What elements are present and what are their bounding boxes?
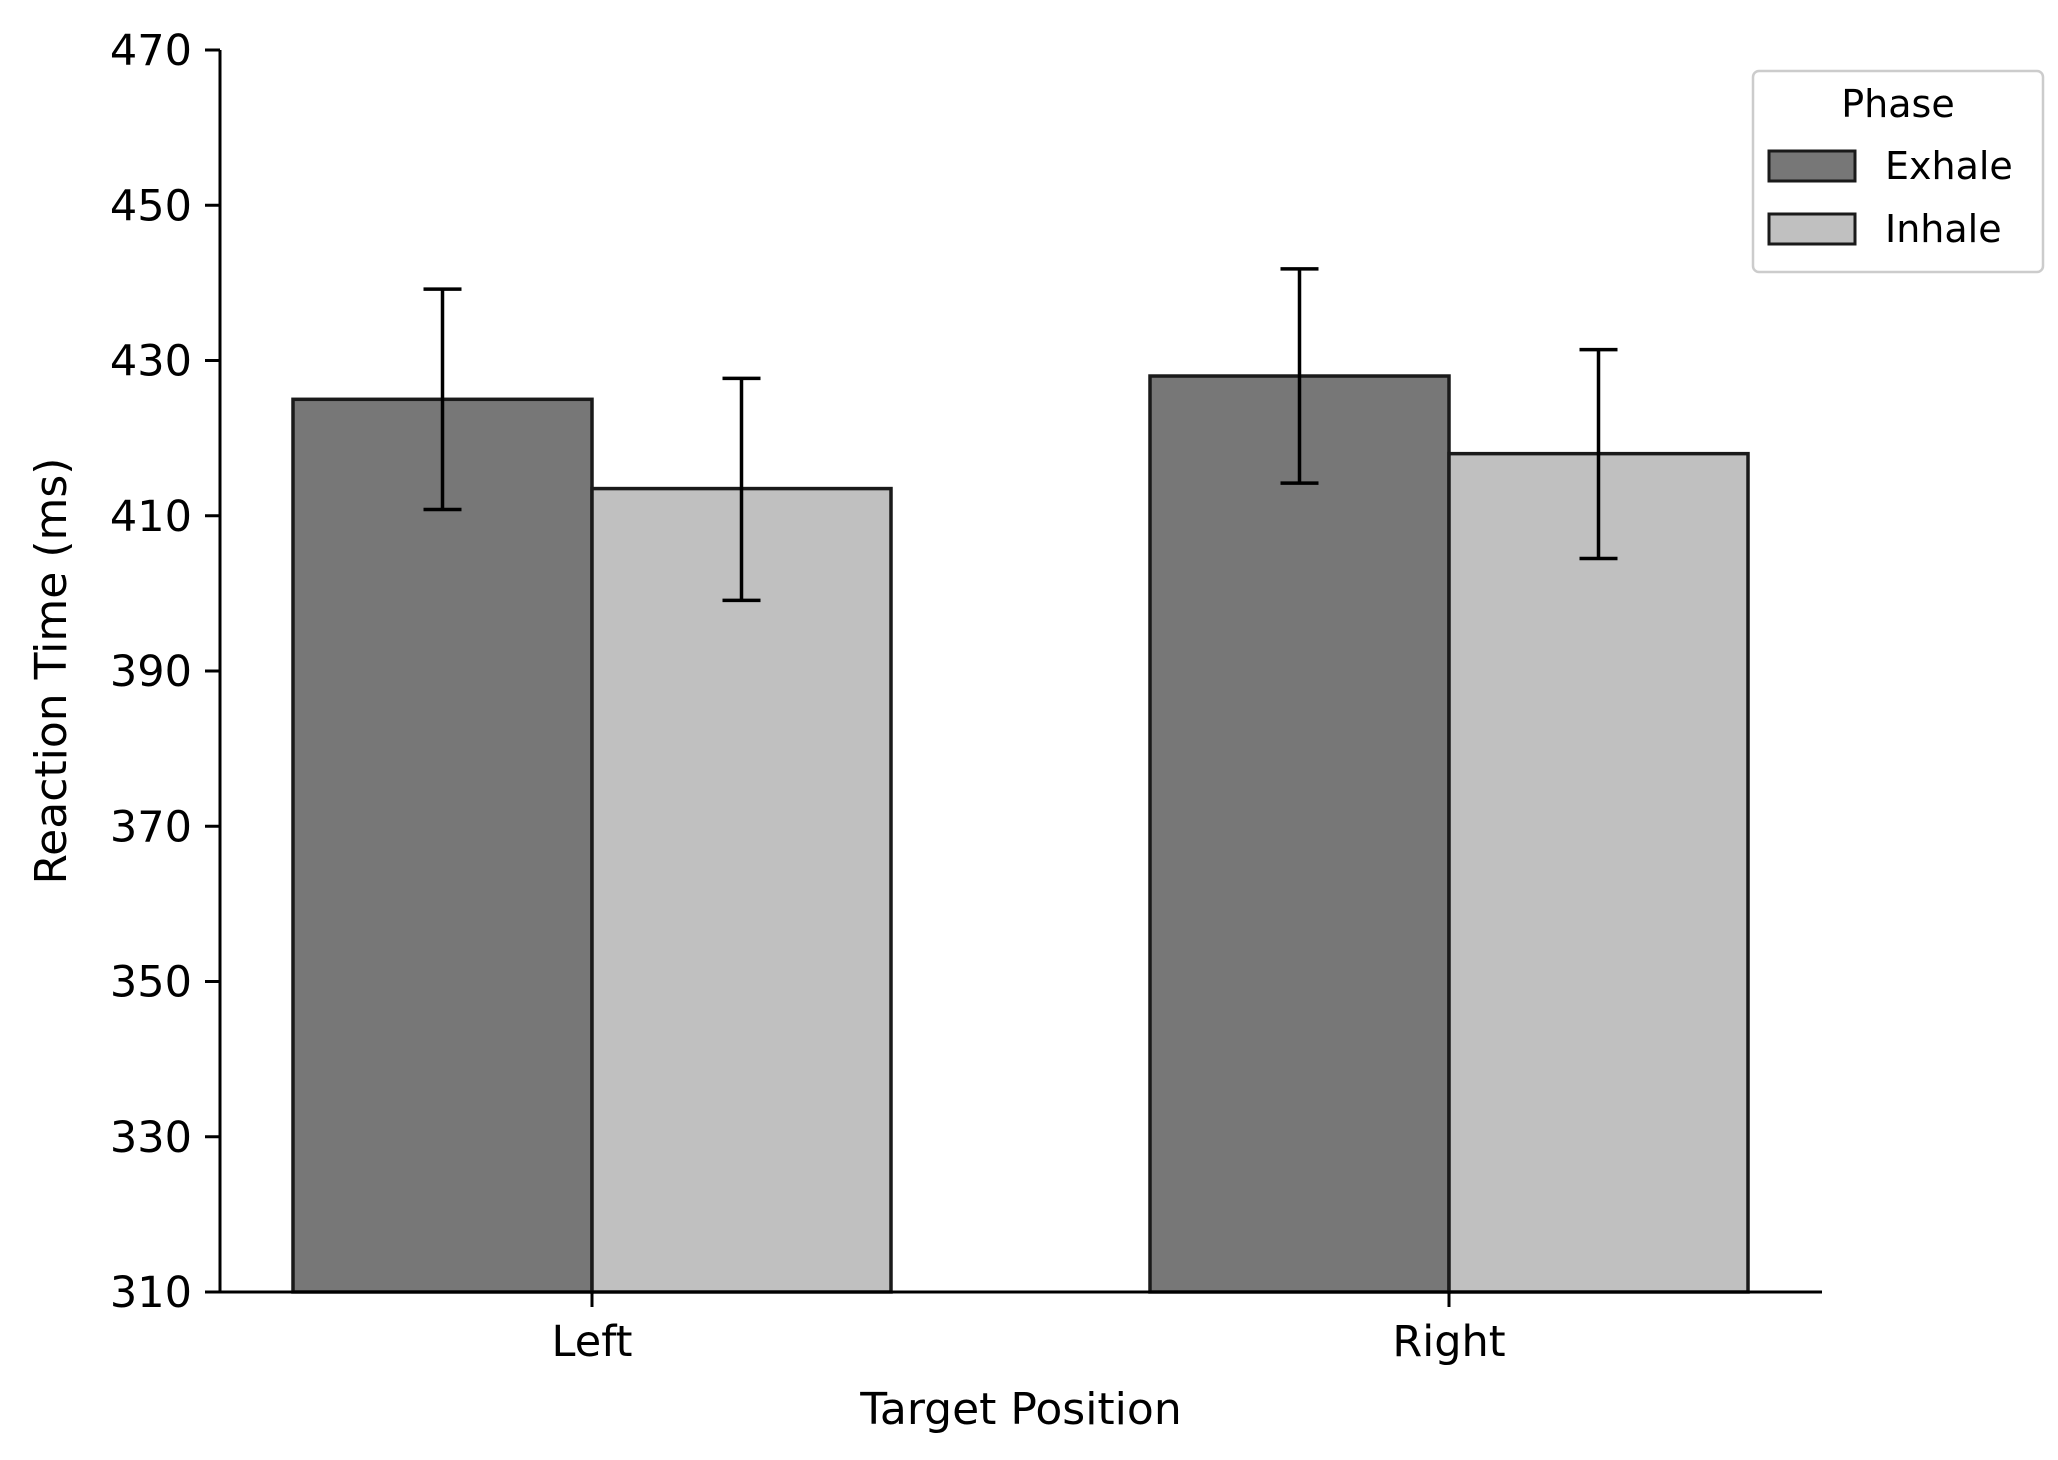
- y-tick-label: 350: [110, 958, 192, 1008]
- error-bar-inhale-left: [722, 376, 761, 603]
- y-tick-label: 370: [110, 802, 192, 852]
- legend-title: Phase: [1841, 82, 1954, 126]
- bar-inhale-right: [1447, 451, 1750, 1294]
- plot-area: [291, 267, 1750, 1294]
- axes: 310 330 350 370 390 410 430 450 470 Left Right: [110, 26, 1822, 1367]
- legend-label: Inhale: [1885, 207, 2002, 251]
- legend-swatch: [1767, 212, 1857, 246]
- y-tick-label: 330: [110, 1113, 192, 1163]
- bar-exhale-left: [291, 397, 594, 1294]
- y-tick-label: 390: [110, 647, 192, 697]
- y-axis-title: Reaction Time (ms): [26, 458, 77, 885]
- x-tick-label: Right: [1392, 1317, 1505, 1367]
- legend-items: Exhale Inhale: [1767, 144, 2013, 251]
- bar-inhale-left: [590, 486, 893, 1294]
- bar-exhale-right: [1148, 374, 1451, 1294]
- error-bar-inhale-right: [1579, 347, 1618, 561]
- y-tick-label: 310: [110, 1268, 192, 1318]
- legend-swatch: [1767, 149, 1857, 183]
- legend-label: Exhale: [1885, 144, 2013, 188]
- legend-item-exhale: Exhale: [1767, 144, 2013, 188]
- error-bar-exhale-left: [423, 287, 462, 512]
- y-tick-label: 430: [110, 337, 192, 387]
- y-tick-label: 470: [110, 26, 192, 76]
- x-axis-title: Target Position: [859, 1384, 1181, 1435]
- error-bar-exhale-right: [1280, 267, 1319, 485]
- legend-item-inhale: Inhale: [1767, 207, 2002, 251]
- y-tick-label: 450: [110, 181, 192, 231]
- x-tick-label: Left: [552, 1317, 633, 1367]
- y-tick-label: 410: [110, 492, 192, 542]
- legend: Phase Exhale Inhale: [1751, 69, 2045, 274]
